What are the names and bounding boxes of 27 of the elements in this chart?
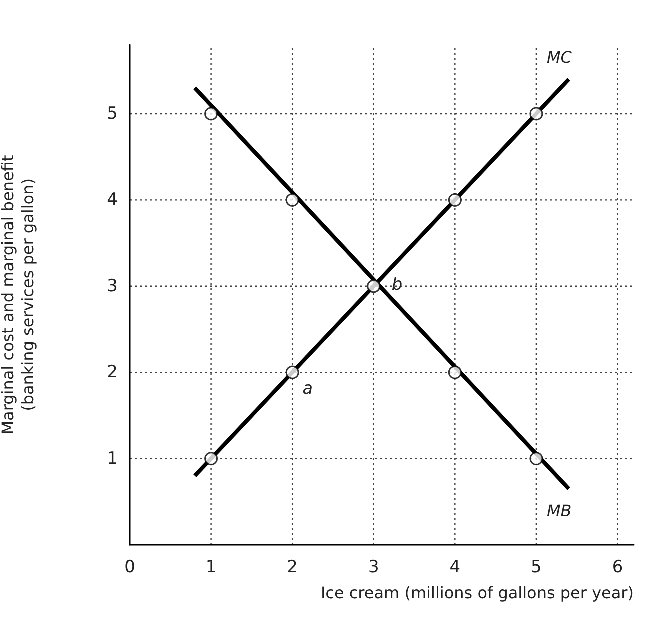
x-tick-label: 4 — [450, 558, 461, 578]
x-tick-label: 2 — [287, 558, 298, 578]
y-tick-label: 1 — [107, 448, 118, 469]
y-tick-label: 2 — [107, 362, 118, 383]
point — [367, 280, 381, 294]
x-axis-title: Ice cream (millions of gallons per year) — [320, 584, 634, 602]
point — [286, 193, 300, 207]
y-tick-label: 4 — [107, 190, 118, 210]
series-label: MC — [546, 48, 573, 67]
point — [530, 107, 544, 121]
point — [530, 452, 544, 466]
point — [448, 193, 462, 207]
x-tick-label: 3 — [368, 558, 380, 578]
point — [448, 366, 462, 380]
annotation: a — [302, 379, 313, 400]
y-axis-title: Marginal cost and marginal benefit (banking services per gallon) — [0, 155, 38, 435]
x-tick-label: 6 — [612, 558, 624, 578]
y-tick-label: 5 — [107, 104, 118, 124]
series-label: MB — [546, 501, 572, 520]
y-tick-label: 3 — [107, 276, 118, 296]
point — [204, 452, 218, 466]
annotation: b — [392, 274, 403, 295]
point — [204, 107, 218, 121]
x-tick-label: 5 — [531, 558, 542, 578]
x-tick-label: 0 — [124, 558, 136, 578]
x-tick-label: 1 — [206, 558, 217, 578]
point — [286, 366, 300, 380]
